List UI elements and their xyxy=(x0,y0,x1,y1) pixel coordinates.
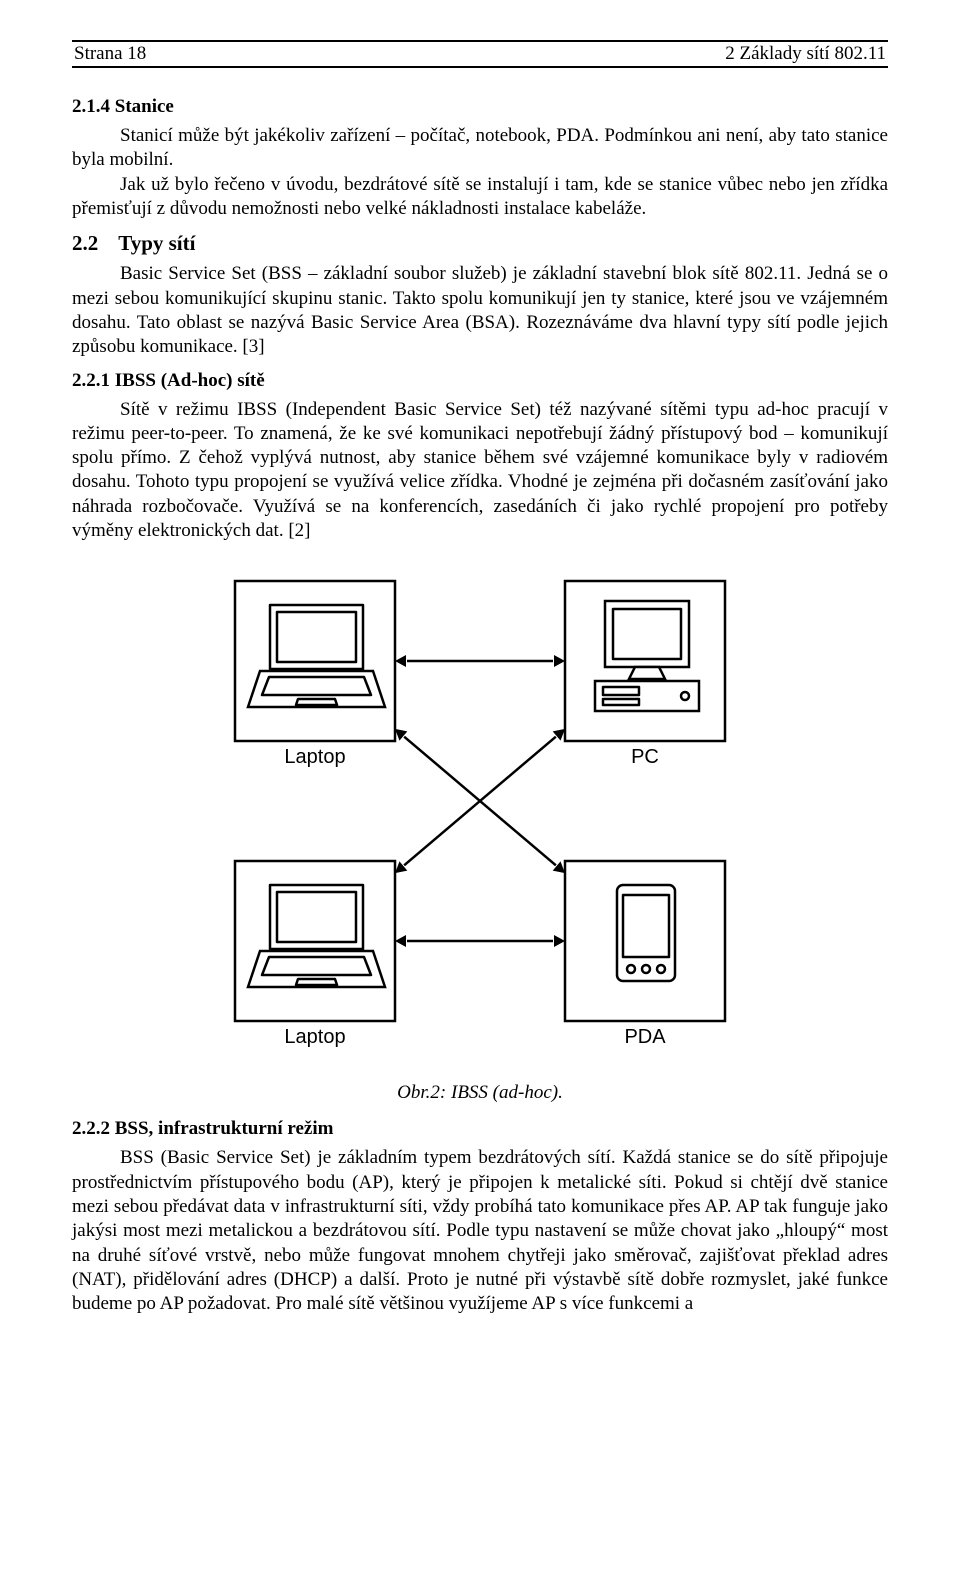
heading-2-2-title: Typy sítí xyxy=(118,231,195,255)
ibss-svg: Laptop PC Laptop PDA xyxy=(220,571,740,1061)
diagram-node-laptop1: Laptop xyxy=(235,581,395,768)
heading-2-1-4: 2.1.4 Stanice xyxy=(72,96,888,118)
heading-2-2-num: 2.2 xyxy=(72,231,98,255)
diagram-node-laptop2: Laptop xyxy=(235,861,395,1048)
header-left: Strana 18 xyxy=(74,43,146,65)
page: Strana 18 2 Základy sítí 802.11 2.1.4 St… xyxy=(0,0,960,1357)
p-221-body: Sítě v režimu IBSS (Independent Basic Se… xyxy=(72,398,888,544)
p-222-body: BSS (Basic Service Set) je základním typ… xyxy=(72,1146,888,1316)
svg-text:Laptop: Laptop xyxy=(284,1026,345,1048)
heading-2-2: 2.2 Typy sítí xyxy=(72,231,888,256)
ibss-diagram: Laptop PC Laptop PDA xyxy=(72,571,888,1066)
svg-text:PC: PC xyxy=(631,746,659,768)
page-header: Strana 18 2 Základy sítí 802.11 xyxy=(72,40,888,68)
svg-text:PDA: PDA xyxy=(624,1026,666,1048)
svg-text:Laptop: Laptop xyxy=(284,746,345,768)
diagram-node-pc: PC xyxy=(565,581,725,768)
p-214-1: Stanicí může být jakékoliv zařízení – po… xyxy=(72,124,888,173)
p-214-2: Jak už bylo řečeno v úvodu, bezdrátové s… xyxy=(72,173,888,222)
heading-2-2-2: 2.2.2 BSS, infrastrukturní režim xyxy=(72,1118,888,1140)
figure-caption: Obr.2: IBSS (ad-hoc). xyxy=(72,1082,888,1104)
p-22-body: Basic Service Set (BSS – základní soubor… xyxy=(72,262,888,359)
diagram-node-pda: PDA xyxy=(565,861,725,1048)
heading-2-2-1: 2.2.1 IBSS (Ad-hoc) sítě xyxy=(72,370,888,392)
header-right: 2 Základy sítí 802.11 xyxy=(725,43,886,65)
